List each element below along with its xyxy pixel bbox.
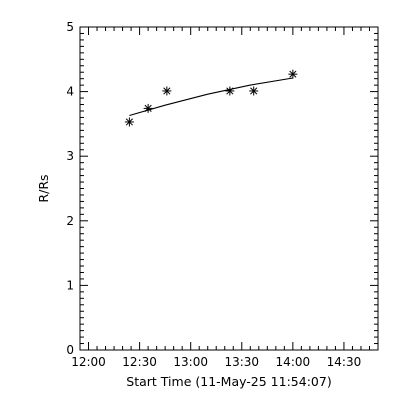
data-point-asterisk [249, 86, 259, 96]
x-axis-title: Start Time (11-May-25 11:54:07) [126, 374, 331, 389]
x-tick-label: 13:00 [173, 355, 208, 369]
x-tick-label: 13:30 [224, 355, 259, 369]
x-tick-label: 12:00 [71, 355, 106, 369]
y-tick-label: 0 [66, 343, 74, 357]
data-point-asterisk [162, 86, 172, 96]
fit-line [129, 77, 293, 117]
data-point-asterisk [225, 86, 235, 96]
data-point-asterisk [288, 69, 298, 79]
x-tick-label: 12:30 [122, 355, 157, 369]
y-tick-label: 2 [66, 214, 74, 228]
x-tick-label: 14:00 [276, 355, 311, 369]
y-tick-label: 5 [66, 20, 74, 34]
y-axis-title: R/Rs [36, 174, 51, 202]
x-tick-label: 14:30 [327, 355, 362, 369]
plot-frame [79, 26, 379, 351]
y-tick-label: 3 [66, 149, 74, 163]
y-tick-label: 4 [66, 85, 74, 99]
data-point-asterisk [143, 103, 153, 113]
data-point-asterisk [124, 117, 134, 127]
y-tick-label: 1 [66, 278, 74, 292]
